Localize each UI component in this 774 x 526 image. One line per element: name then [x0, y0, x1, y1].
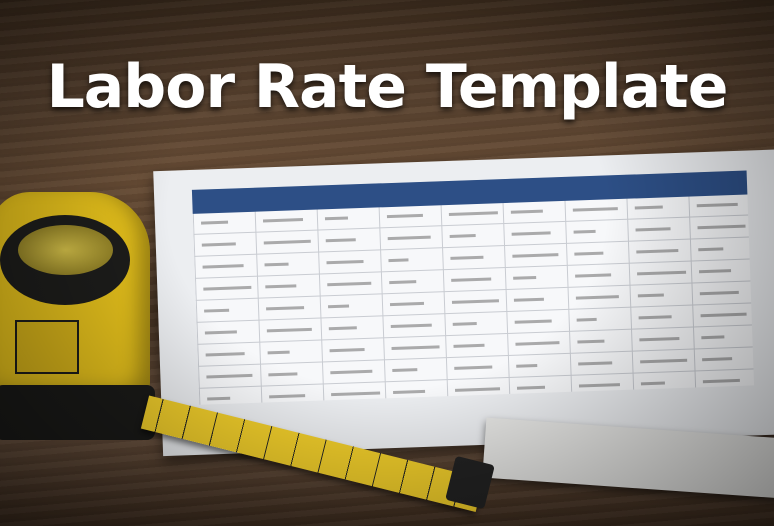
cell-scribble	[639, 336, 680, 342]
cell-scribble	[698, 247, 724, 252]
cell-scribble	[203, 285, 252, 291]
cell-scribble	[266, 327, 312, 333]
cell-scribble	[577, 339, 605, 344]
cell-scribble	[573, 229, 596, 234]
cell-scribble	[388, 258, 409, 263]
cell-scribble	[390, 323, 432, 329]
cell-scribble	[575, 273, 612, 278]
cell-scribble	[454, 387, 501, 392]
cell-scribble	[204, 330, 237, 335]
cell-scribble	[391, 345, 440, 351]
cell-scribble	[449, 234, 476, 238]
cell-scribble	[514, 319, 552, 324]
tape-measure-base	[0, 385, 155, 440]
cell-scribble	[701, 335, 725, 340]
cell-scribble	[392, 368, 418, 373]
spreadsheet-grid	[191, 170, 755, 405]
cell-scribble	[513, 297, 544, 302]
cell-scribble	[206, 373, 253, 379]
tape-measure-lens	[18, 225, 113, 275]
cell-scribble	[640, 381, 665, 386]
cell-scribble	[326, 259, 364, 265]
cell-scribble	[637, 293, 664, 298]
cell-scribble	[387, 235, 431, 241]
cell-scribble	[386, 213, 423, 219]
cell-scribble	[263, 239, 311, 245]
cell-scribble	[264, 262, 289, 267]
cell-scribble	[327, 281, 372, 287]
cell-scribble	[451, 299, 500, 304]
cell-scribble	[700, 312, 747, 318]
cell-scribble	[511, 231, 551, 236]
cell-scribble	[324, 216, 349, 221]
cell-scribble	[452, 322, 477, 326]
cell-scribble	[389, 280, 417, 285]
page-title: Labor Rate Template	[46, 52, 729, 122]
cell-scribble	[578, 361, 613, 366]
cell-scribble	[268, 372, 298, 377]
cell-scribble	[699, 290, 739, 296]
cell-scribble	[453, 343, 485, 348]
cell-scribble	[331, 391, 381, 397]
cell-scribble	[696, 202, 738, 208]
cell-scribble	[269, 394, 306, 399]
cell-scribble	[510, 209, 543, 214]
cell-scribble	[576, 317, 597, 322]
cell-scribble	[515, 341, 560, 346]
cell-scribble	[204, 308, 230, 313]
cell-scribble	[702, 378, 740, 384]
cell-scribble	[638, 315, 672, 320]
cell-scribble	[328, 326, 357, 331]
cell-scribble	[330, 369, 373, 375]
spreadsheet-header-bar	[191, 170, 748, 214]
tape-measure-label	[15, 320, 79, 374]
cell-scribble	[516, 385, 546, 390]
cell-scribble	[637, 270, 687, 276]
cell-scribble	[512, 253, 559, 258]
cell-scribble	[207, 396, 231, 401]
cell-scribble	[393, 389, 426, 395]
cell-scribble	[265, 284, 297, 289]
cell-scribble	[262, 218, 304, 223]
cell-scribble	[699, 269, 732, 274]
cell-scribble	[697, 224, 746, 230]
cell-scribble	[578, 383, 621, 388]
cell-scribble	[389, 301, 425, 307]
cell-scribble	[266, 306, 305, 311]
cell-scribble	[635, 227, 671, 232]
cell-scribble	[516, 363, 538, 368]
cell-scribble	[636, 248, 679, 254]
cell-scribble	[702, 357, 733, 362]
cell-scribble	[328, 304, 350, 309]
cell-scribble	[451, 277, 492, 282]
cell-scribble	[574, 251, 604, 256]
cell-scribble	[572, 207, 618, 212]
cell-scribble	[267, 350, 290, 355]
cell-scribble	[205, 352, 245, 357]
spreadsheet-printout	[153, 148, 774, 457]
cell-scribble	[202, 264, 244, 269]
cell-scribble	[329, 347, 365, 353]
cell-scribble	[201, 220, 229, 225]
cell-scribble	[448, 211, 498, 216]
cell-scribble	[454, 365, 493, 370]
cell-scribble	[634, 205, 663, 210]
cell-scribble	[575, 295, 619, 300]
cell-scribble	[201, 242, 236, 247]
cell-scribble	[450, 255, 484, 260]
cell-scribble	[325, 238, 356, 243]
cell-scribble	[513, 275, 537, 280]
cell-scribble	[640, 358, 688, 364]
